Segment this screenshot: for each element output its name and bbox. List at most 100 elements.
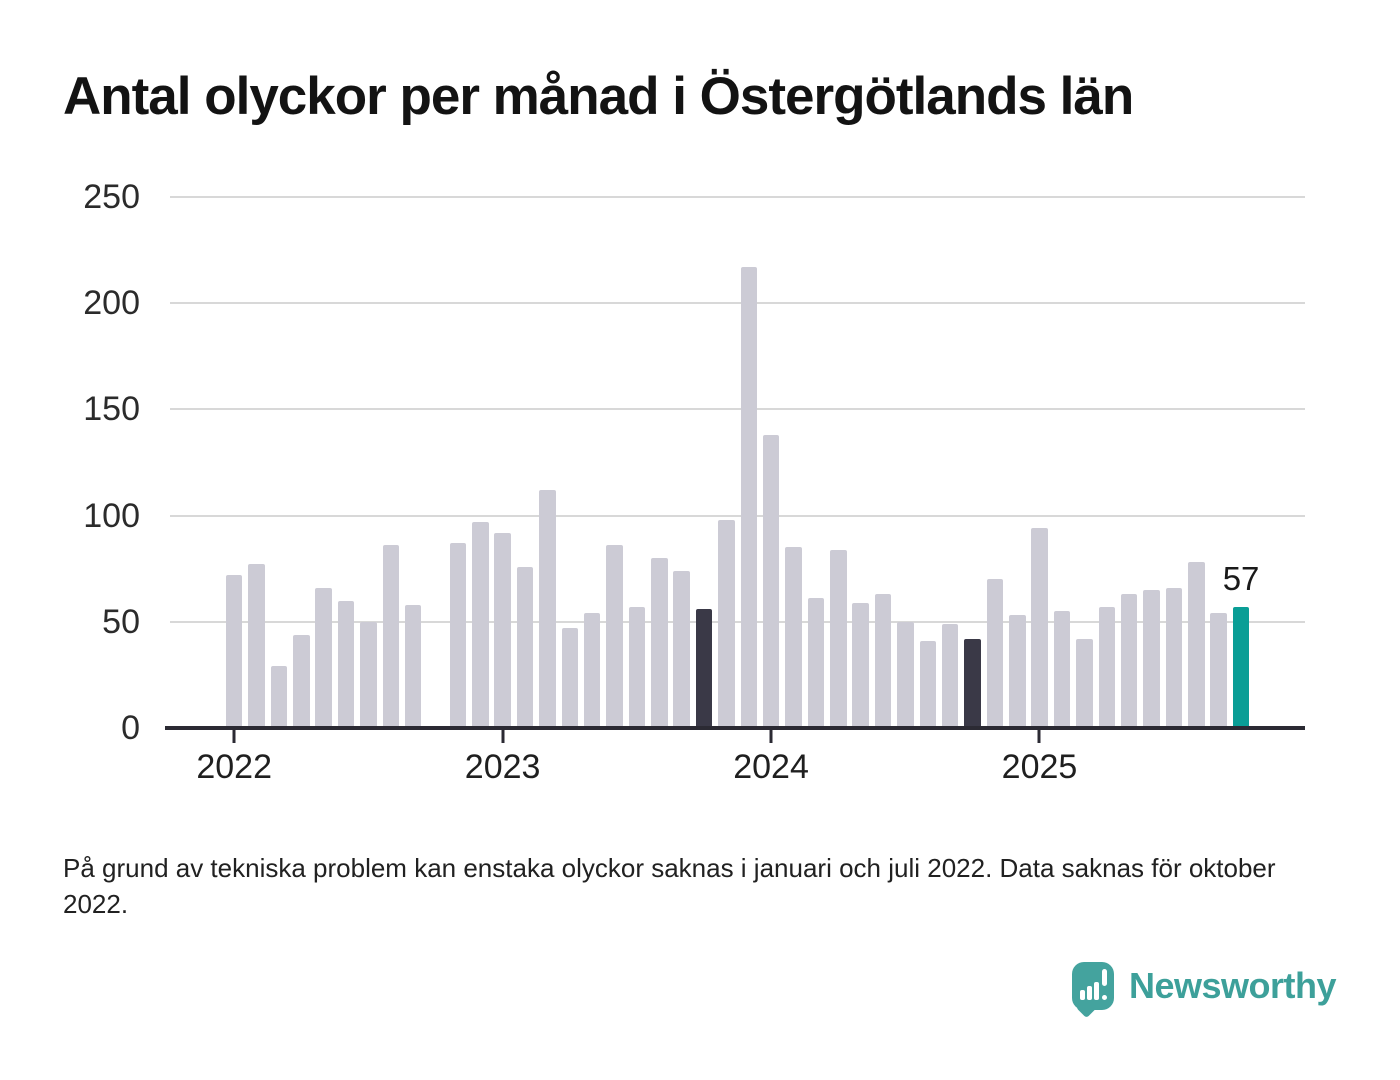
bars-container: 57 (223, 197, 1259, 728)
y-tick-label-50: 50 (102, 602, 140, 641)
bar-slot-2022-07 (357, 197, 379, 728)
bar-slot-2024-08 (917, 197, 939, 728)
bar-slot-2023-03 (536, 197, 558, 728)
bar-2022-11 (449, 543, 467, 728)
bar-slot-2023-01 (492, 197, 514, 728)
bar-2024-03 (807, 598, 825, 728)
bar-slot-2025-09 (1208, 197, 1230, 728)
bar-2025-05 (1120, 594, 1138, 728)
bar-2024-08 (919, 640, 937, 728)
newsworthy-speech-bubble-bar-chart-icon (1071, 962, 1114, 1010)
bar-2022-12 (472, 521, 489, 728)
bar-slot-2024-03 (805, 197, 827, 728)
bar-2022-06 (337, 600, 355, 728)
bar-slot-2023-10 (693, 197, 715, 728)
bar-2024-06 (874, 594, 892, 728)
bar-slot-2023-05 (581, 197, 603, 728)
bar-2023-12 (740, 267, 758, 728)
footnote: På grund av tekniska problem kan enstaka… (63, 853, 1276, 920)
bar-2023-10 (695, 609, 713, 728)
bar-slot-2024-12 (1006, 197, 1028, 728)
x-tick-mark-2023 (501, 730, 505, 743)
y-tick-label-150: 150 (83, 390, 140, 429)
bar-slot-2023-04 (559, 197, 581, 728)
bar-slot-2022-02 (245, 197, 267, 728)
x-tick-mark-2024 (769, 730, 773, 743)
bar-slot-2022-11 (447, 197, 469, 728)
bar-2022-09 (404, 604, 422, 728)
bar-slot-2024-09 (939, 197, 961, 728)
bar-slot-2025-05 (1118, 197, 1140, 728)
bar-2022-07 (360, 621, 377, 728)
logo-chart-bar-icon (1079, 990, 1085, 1000)
bar-2025-02 (1053, 611, 1071, 728)
bar-2022-01 (225, 575, 243, 728)
bar-slot-2022-08 (380, 197, 402, 728)
x-tick-mark-2025 (1037, 730, 1041, 743)
x-axis-ticks: 2022 2023 2024 2025 (170, 197, 1305, 784)
bar-2023-02 (516, 566, 534, 728)
bar-slot-2023-09 (671, 197, 693, 728)
bar-2024-09 (941, 623, 959, 728)
bar-2024-04 (830, 549, 847, 728)
bar-slot-2022-04 (290, 197, 312, 728)
bar-2024-11 (986, 579, 1004, 728)
bar-slot-2022-01 (223, 197, 245, 728)
gridline-100 (170, 514, 1305, 517)
bar-2024-02 (785, 547, 802, 728)
bar-2024-07 (897, 621, 914, 728)
bar-2022-02 (248, 564, 265, 728)
bar-slot-2024-11 (984, 197, 1006, 728)
x-tick-label-2024: 2024 (733, 748, 809, 786)
x-tick-mark-2022 (232, 730, 236, 743)
gridlines (170, 196, 1305, 728)
bar-slot-2023-06 (603, 197, 625, 728)
gridline-250 (170, 196, 1305, 198)
bar-2025-06 (1143, 589, 1160, 728)
bar-slot-2024-06 (872, 197, 894, 728)
logo-exclamation-dot-icon (1101, 995, 1107, 1000)
bar-2025-09 (1210, 613, 1227, 728)
newsworthy-logo-text: Newsworthy (1128, 965, 1337, 1006)
bar-slot-2023-08 (648, 197, 670, 728)
x-tick-label-2025: 2025 (1001, 748, 1078, 786)
bar-2025-10 (1232, 606, 1250, 728)
bar-slot-2022-06 (335, 197, 357, 728)
bar-2025-07 (1165, 587, 1183, 728)
bar-slot-2025-04 (1096, 197, 1118, 728)
bar-2023-09 (673, 570, 690, 728)
x-tick-label-2022: 2022 (196, 748, 272, 786)
bar-2023-07 (628, 606, 646, 728)
bar-2023-04 (561, 628, 579, 728)
gridline-50 (170, 620, 1305, 623)
bar-slot-2024-02 (782, 197, 804, 728)
bar-slot-2022-03 (268, 197, 290, 728)
bar-slot-2025-07 (1163, 197, 1185, 728)
bar-slot-2022-12 (469, 197, 491, 728)
bar-2022-03 (270, 666, 288, 728)
bar-slot-2024-01 (760, 197, 782, 728)
y-tick-label-250: 250 (83, 178, 140, 216)
bar-2025-04 (1098, 606, 1116, 728)
bar-slot-2025-10: 57 (1223, 197, 1259, 728)
chart-title: Antal olyckor per månad i Östergötlands … (63, 67, 1134, 126)
bar-slot-2022-09 (402, 197, 424, 728)
bar-slot-2024-07 (894, 197, 916, 728)
bar-slot-2022-05 (313, 197, 335, 728)
bar-2025-03 (1076, 638, 1093, 728)
bar-2023-01 (494, 532, 511, 728)
x-tick-label-2023: 2023 (464, 748, 541, 786)
bar-slot-2024-04 (827, 197, 849, 728)
x-axis-line (165, 726, 1305, 730)
bar-2023-05 (583, 613, 601, 728)
bar-2024-10 (964, 638, 981, 728)
current-value-label: 57 (1222, 559, 1260, 597)
bar-2024-12 (1009, 615, 1026, 728)
bar-chart-plot-area: 0 50 100 150 200 250 57 2022 2023 2024 2025 (83, 180, 1305, 784)
bar-slot-2023-11 (715, 197, 737, 728)
gridline-200 (170, 302, 1305, 305)
bar-2022-05 (315, 587, 332, 728)
y-tick-label-0: 0 (121, 709, 140, 747)
bar-2025-01 (1031, 528, 1048, 728)
